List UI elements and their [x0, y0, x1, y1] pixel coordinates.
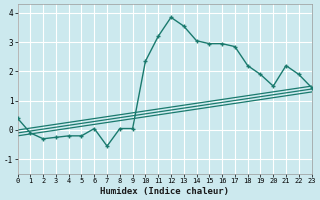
X-axis label: Humidex (Indice chaleur): Humidex (Indice chaleur) [100, 187, 229, 196]
